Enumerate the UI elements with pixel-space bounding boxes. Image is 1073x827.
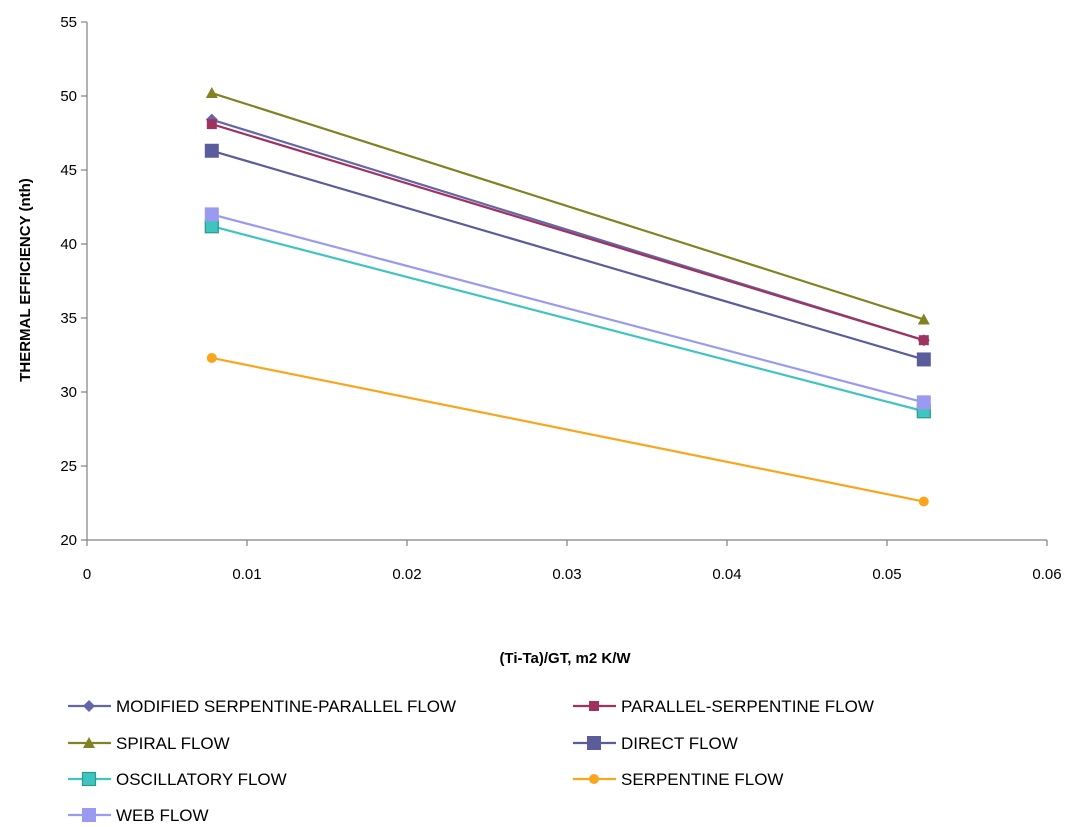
legend-label: WEB FLOW — [116, 806, 209, 825]
legend-swatch-marker — [587, 736, 601, 750]
series-direct-flow — [204, 143, 931, 367]
x-tick-label: 0.06 — [1032, 566, 1061, 583]
data-point — [918, 496, 929, 507]
y-tick-label: 30 — [60, 384, 77, 401]
series-line — [211, 225, 925, 413]
data-point — [917, 313, 930, 325]
series-parallel-serpentine-flow — [206, 119, 929, 346]
x-tick-label: 0.02 — [392, 566, 421, 583]
legend-item: MODIFIED SERPENTINE-PARALLEL FLOW — [68, 697, 456, 716]
legend-item: DIRECT FLOW — [573, 734, 738, 753]
data-point — [204, 219, 219, 234]
y-tick-label: 40 — [60, 236, 77, 253]
x-axis-title: (Ti-Ta)/GT, m2 K/W — [499, 650, 631, 667]
data-point — [204, 207, 219, 222]
axes: 20 25 30 35 40 45 50 55 0 0.01 0.02 0.03 0.04 0.05 0.0… — [60, 14, 1061, 583]
series-serpentine-flow — [206, 352, 929, 507]
legend-item: OSCILLATORY FLOW — [68, 770, 287, 789]
data-point — [918, 335, 929, 346]
series-spiral-flow — [205, 87, 930, 325]
x-tick-label: 0.01 — [232, 566, 261, 583]
data-point — [916, 395, 931, 410]
y-axis-title: THERMAL EFFICIENCY (nth) — [17, 178, 34, 382]
legend-item: PARALLEL-SERPENTINE FLOW — [573, 697, 874, 716]
legend: MODIFIED SERPENTINE-PARALLEL FLOW PARALLE… — [68, 697, 874, 825]
y-tick-label: 35 — [60, 310, 77, 327]
data-point — [206, 119, 217, 130]
y-tick-label: 50 — [60, 88, 77, 105]
y-tick-label: 25 — [60, 458, 77, 475]
legend-item: WEB FLOW — [68, 806, 209, 825]
legend-label: SPIRAL FLOW — [116, 734, 230, 753]
data-point — [206, 352, 217, 363]
legend-label: MODIFIED SERPENTINE-PARALLEL FLOW — [116, 697, 456, 716]
series-line — [211, 123, 925, 342]
legend-label: OSCILLATORY FLOW — [116, 770, 287, 789]
series-line — [211, 356, 925, 503]
legend-swatch-marker — [589, 774, 599, 784]
legend-item: SERPENTINE FLOW — [573, 770, 783, 789]
x-tick-label: 0.05 — [872, 566, 901, 583]
y-tick-label: 45 — [60, 162, 77, 179]
data-point — [205, 87, 218, 99]
legend-label: SERPENTINE FLOW — [621, 770, 783, 789]
series-group — [204, 87, 931, 507]
data-point — [204, 143, 219, 158]
legend-swatch-marker — [83, 700, 95, 712]
legend-label: PARALLEL-SERPENTINE FLOW — [621, 697, 874, 716]
legend-swatch-marker — [83, 737, 95, 748]
x-tick-label: 0 — [83, 566, 91, 583]
legend-item: SPIRAL FLOW — [68, 734, 230, 753]
series-modified-serpentine-parallel-flow — [205, 113, 930, 347]
series-line — [211, 91, 925, 321]
legend-swatch-marker — [589, 701, 599, 711]
legend-swatch-marker — [81, 771, 97, 787]
x-tick-label: 0.03 — [552, 566, 581, 583]
x-tick-label: 0.04 — [712, 566, 741, 583]
legend-swatch-marker — [82, 808, 96, 822]
series-line — [211, 213, 925, 404]
y-tick-label: 20 — [60, 532, 77, 549]
data-point — [916, 352, 931, 367]
legend-label: DIRECT FLOW — [621, 734, 738, 753]
series-oscillatory-flow — [204, 219, 931, 419]
series-web-flow — [204, 207, 931, 410]
y-tick-label: 55 — [60, 14, 77, 31]
series-line — [211, 149, 925, 361]
